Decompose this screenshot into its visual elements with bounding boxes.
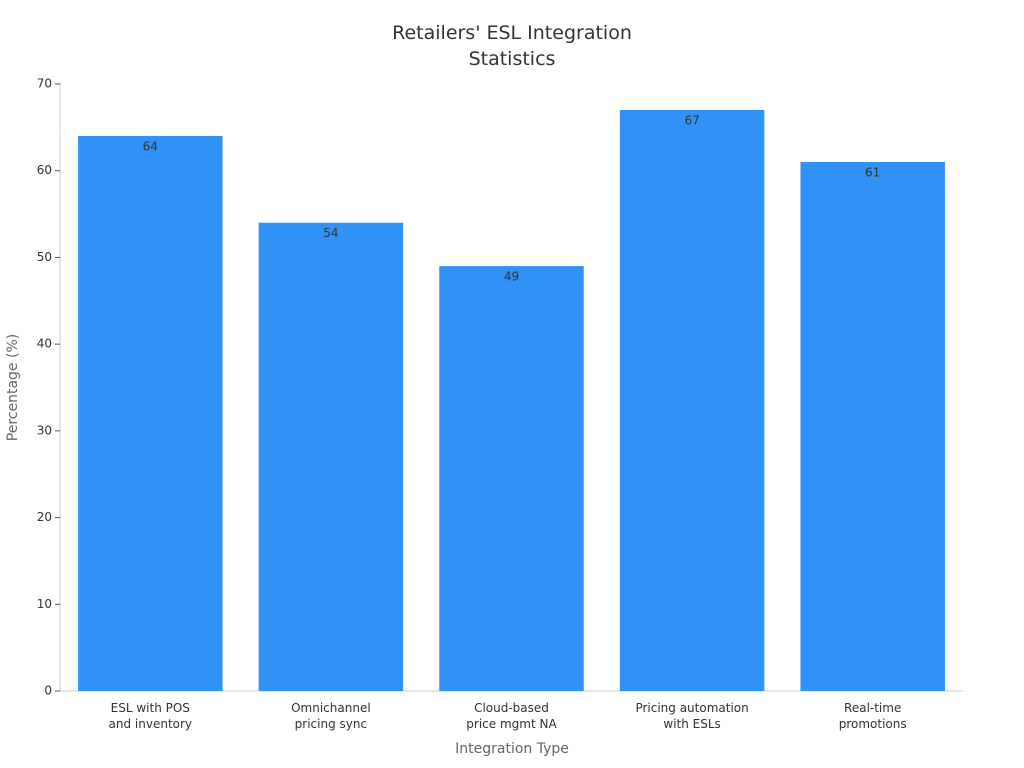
x-axis-label: Integration Type xyxy=(455,741,569,757)
bar xyxy=(619,110,765,691)
y-tick-label: 30 xyxy=(37,423,52,437)
y-axis-label: Percentage (%) xyxy=(5,334,21,441)
value-label: 64 xyxy=(143,140,158,154)
y-tick-label: 0 xyxy=(44,684,52,698)
x-tick-label: Cloud-based price mgmt NA xyxy=(466,701,557,731)
x-tick-label: ESL with POS and inventory xyxy=(108,701,193,731)
y-tick-label: 20 xyxy=(37,510,52,524)
x-tick-label: Real-time promotions xyxy=(838,701,907,731)
chart-title: Retailers' ESL Integration Statistics xyxy=(392,22,632,70)
y-tick-label: 70 xyxy=(37,77,52,91)
y-tick-label: 40 xyxy=(37,337,52,351)
x-tick-label: Omnichannel pricing sync xyxy=(291,701,371,731)
bar xyxy=(258,222,404,691)
value-label: 61 xyxy=(865,166,880,180)
value-label: 67 xyxy=(684,114,699,128)
value-label: 54 xyxy=(323,226,338,240)
bar xyxy=(78,136,223,691)
value-label: 49 xyxy=(504,270,519,284)
x-tick-label: Pricing automation with ESLs xyxy=(635,701,749,731)
y-tick-label: 10 xyxy=(37,597,52,611)
bar xyxy=(800,162,945,692)
y-tick-label: 60 xyxy=(37,163,52,177)
y-tick-label: 50 xyxy=(37,250,52,264)
bar xyxy=(439,266,584,691)
